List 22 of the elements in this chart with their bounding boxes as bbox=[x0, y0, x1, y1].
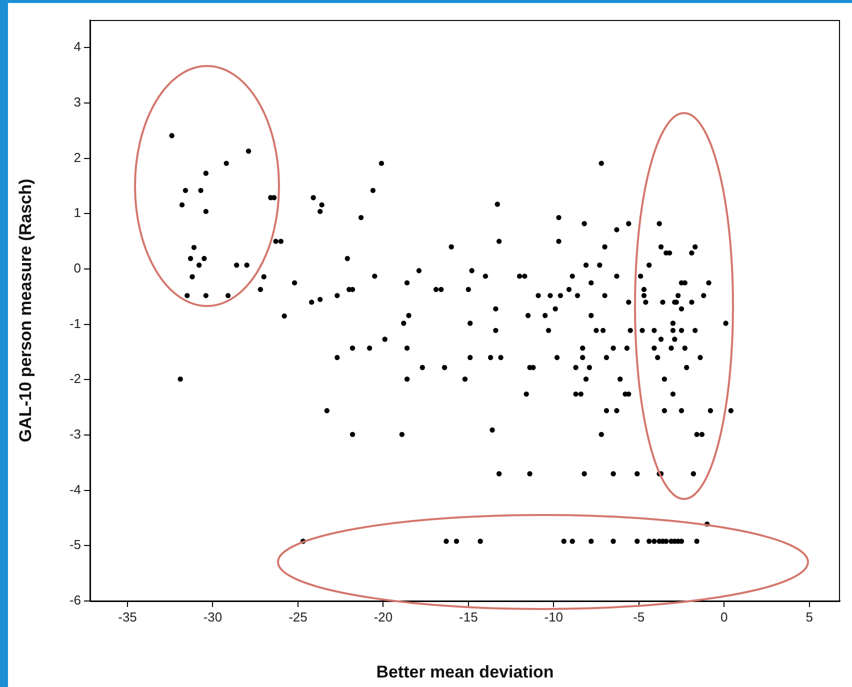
y-tick-label: 1 bbox=[74, 205, 81, 220]
x-tick-label: -35 bbox=[118, 609, 137, 624]
x-tick-label: 5 bbox=[806, 609, 813, 624]
y-tick-label: -5 bbox=[69, 537, 81, 552]
y-tick-label: -2 bbox=[69, 371, 81, 386]
y-axis-title: GAL-10 person measure (Rasch) bbox=[16, 178, 35, 442]
y-tick-label: 3 bbox=[74, 94, 81, 110]
y-tick-label: -4 bbox=[69, 482, 81, 497]
x-tick-label: -25 bbox=[288, 609, 308, 624]
x-axis-title: Better mean deviation bbox=[376, 662, 554, 682]
y-tick-label: 0 bbox=[74, 260, 81, 276]
x-tick-label: -5 bbox=[633, 609, 645, 624]
x-tick-label: -20 bbox=[374, 609, 393, 624]
x-tick-label: -10 bbox=[544, 609, 564, 624]
y-tick-label: -1 bbox=[69, 316, 81, 331]
y-tick-label: 2 bbox=[74, 150, 81, 165]
y-tick-label: -6 bbox=[69, 592, 81, 608]
x-tick-label: -30 bbox=[203, 609, 222, 624]
y-tick-label: 4 bbox=[74, 39, 81, 54]
x-tick-label: -15 bbox=[459, 609, 478, 624]
x-tick-label: 0 bbox=[720, 609, 728, 624]
y-tick-label: -3 bbox=[69, 426, 81, 442]
